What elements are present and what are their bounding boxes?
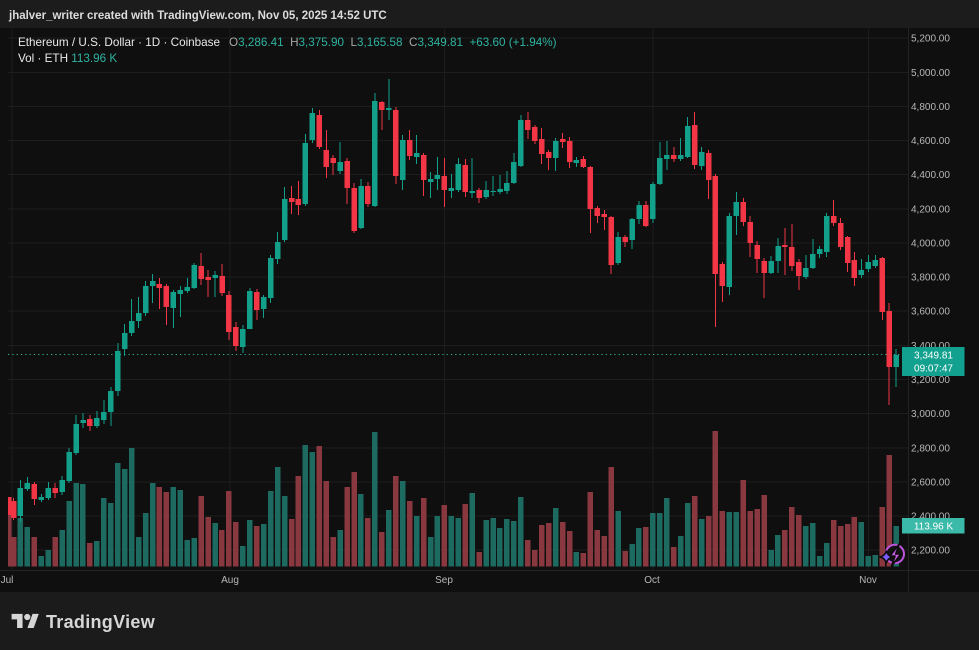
svg-text:4,200.00: 4,200.00 <box>911 204 950 215</box>
svg-text:jhalver_writer created with Tr: jhalver_writer created with TradingView.… <box>8 10 387 22</box>
svg-text:4,000.00: 4,000.00 <box>911 239 950 250</box>
svg-text:2,800.00: 2,800.00 <box>911 443 950 454</box>
svg-text:3,600.00: 3,600.00 <box>911 307 950 318</box>
svg-text:3,200.00: 3,200.00 <box>911 375 950 386</box>
svg-text:Oct: Oct <box>644 575 660 586</box>
svg-text:TradingView: TradingView <box>46 612 156 632</box>
svg-text:4,800.00: 4,800.00 <box>911 102 950 113</box>
svg-text:4,600.00: 4,600.00 <box>911 136 950 147</box>
svg-text:3,349.81: 3,349.81 <box>914 351 953 362</box>
svg-text:3,000.00: 3,000.00 <box>911 409 950 420</box>
svg-text:5,000.00: 5,000.00 <box>911 68 950 79</box>
svg-text:3,800.00: 3,800.00 <box>911 273 950 284</box>
svg-text:09:07:47: 09:07:47 <box>914 364 953 375</box>
svg-text:O3,286.41 H3,375.90 L3,165.5: O3,286.41 H3,375.90 L3,165.58 C3,349.81 … <box>229 36 557 49</box>
svg-text:Aug: Aug <box>221 575 239 586</box>
svg-text:2,400.00: 2,400.00 <box>911 512 950 523</box>
svg-text:Sep: Sep <box>435 575 453 586</box>
svg-text:Ethereum / U.S. Dollar · 1D ·: Ethereum / U.S. Dollar · 1D · Coinbase <box>18 36 220 49</box>
svg-text:Jul: Jul <box>1 575 14 586</box>
svg-text:4,400.00: 4,400.00 <box>911 170 950 181</box>
svg-text:113.96 K: 113.96 K <box>914 522 954 533</box>
svg-text:2,600.00: 2,600.00 <box>911 477 950 488</box>
svg-text:3,400.00: 3,400.00 <box>911 341 950 352</box>
svg-text:Nov: Nov <box>859 575 877 586</box>
svg-text:2,200.00: 2,200.00 <box>911 546 950 557</box>
svg-text:5,200.00: 5,200.00 <box>911 34 950 45</box>
svg-text:Vol · ETH 113.96 K: Vol · ETH 113.96 K <box>18 52 117 65</box>
